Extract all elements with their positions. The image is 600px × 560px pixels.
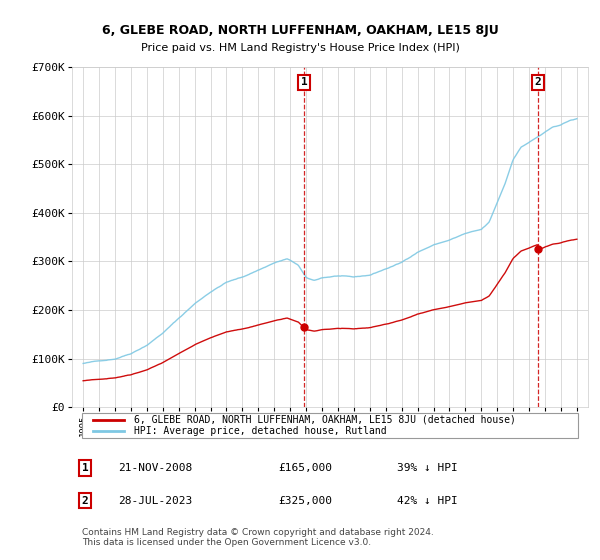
Text: Contains HM Land Registry data © Crown copyright and database right 2024.
This d: Contains HM Land Registry data © Crown c… (82, 528, 434, 547)
Text: 28-JUL-2023: 28-JUL-2023 (118, 496, 193, 506)
Text: £325,000: £325,000 (278, 496, 332, 506)
Text: 6, GLEBE ROAD, NORTH LUFFENHAM, OAKHAM, LE15 8JU: 6, GLEBE ROAD, NORTH LUFFENHAM, OAKHAM, … (101, 24, 499, 38)
Text: 6, GLEBE ROAD, NORTH LUFFENHAM, OAKHAM, LE15 8JU (detached house): 6, GLEBE ROAD, NORTH LUFFENHAM, OAKHAM, … (134, 415, 516, 425)
Text: 2: 2 (534, 77, 541, 87)
Text: 39% ↓ HPI: 39% ↓ HPI (397, 463, 458, 473)
Text: HPI: Average price, detached house, Rutland: HPI: Average price, detached house, Rutl… (134, 426, 386, 436)
FancyBboxPatch shape (82, 413, 578, 438)
Text: 42% ↓ HPI: 42% ↓ HPI (397, 496, 458, 506)
Text: Price paid vs. HM Land Registry's House Price Index (HPI): Price paid vs. HM Land Registry's House … (140, 43, 460, 53)
Text: 21-NOV-2008: 21-NOV-2008 (118, 463, 193, 473)
Text: 1: 1 (301, 77, 308, 87)
Text: 2: 2 (82, 496, 88, 506)
Text: £165,000: £165,000 (278, 463, 332, 473)
Text: 1: 1 (82, 463, 88, 473)
